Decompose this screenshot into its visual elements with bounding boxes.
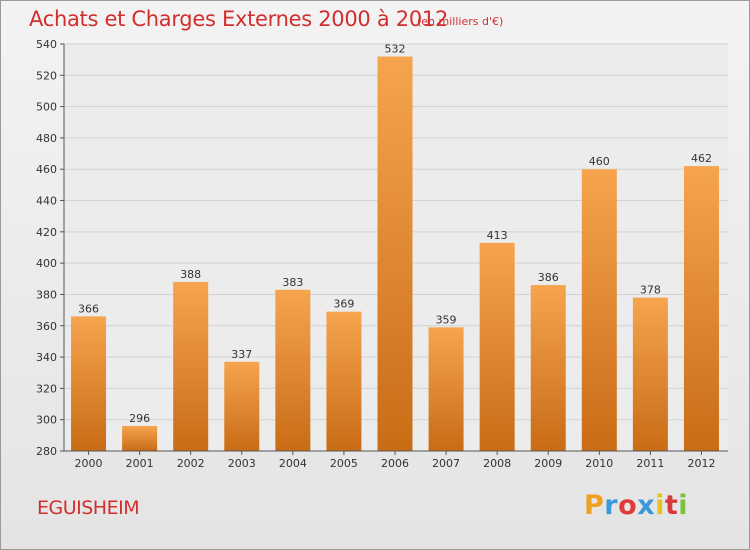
logo-letter: r [604, 490, 619, 521]
x-tick-label: 2000 [75, 457, 103, 470]
x-tick-label: 2007 [432, 457, 460, 470]
bar-value-label: 383 [282, 276, 303, 289]
x-tick-label: 2008 [483, 457, 511, 470]
bar-value-label: 462 [691, 152, 712, 165]
bar-2006 [377, 56, 413, 452]
bar-value-label: 532 [385, 43, 406, 56]
bar-value-label: 386 [538, 271, 559, 284]
y-tick-label: 400 [36, 257, 57, 270]
bar-value-label: 366 [78, 302, 99, 315]
bar-2003 [224, 361, 260, 451]
bar-value-label: 369 [333, 298, 354, 311]
logo-letter: t [664, 490, 679, 521]
x-tick-label: 2012 [687, 457, 715, 470]
bar-value-label: 413 [487, 229, 508, 242]
proxiti-logo: Proxiti [584, 490, 688, 521]
logo-letter: i [655, 490, 665, 521]
bar-value-label: 337 [231, 348, 252, 361]
x-tick-label: 2009 [534, 457, 562, 470]
bar-value-label: 296 [129, 412, 150, 425]
y-tick-label: 380 [36, 288, 57, 301]
bar-2005 [326, 311, 362, 451]
y-tick-label: 420 [36, 226, 57, 239]
logo-letter: o [618, 490, 638, 521]
chart-title: Achats et Charges Externes 2000 à 2012 [29, 7, 449, 31]
x-tick-label: 2002 [177, 457, 205, 470]
bar-2012 [683, 166, 719, 451]
bar-value-label: 378 [640, 284, 661, 297]
logo-letter: i [678, 490, 689, 521]
y-tick-label: 340 [36, 351, 57, 364]
x-tick-label: 2004 [279, 457, 307, 470]
bar-value-label: 460 [589, 155, 610, 168]
commune-name: EGUISHEIM [37, 497, 140, 519]
y-tick-label: 280 [36, 445, 57, 458]
bar-2001 [122, 425, 158, 451]
bar-2011 [632, 297, 668, 451]
chart-subtitle: (en milliers d'€) [417, 15, 504, 28]
bar-value-label: 359 [436, 313, 457, 326]
bar-2009 [530, 285, 566, 451]
x-tick-label: 2006 [381, 457, 409, 470]
bar-2007 [428, 327, 464, 451]
bar-2004 [275, 289, 311, 451]
bar-2000 [71, 316, 107, 451]
y-tick-label: 360 [36, 320, 57, 333]
bar-2010 [581, 169, 617, 451]
bar-2008 [479, 242, 515, 451]
y-tick-label: 480 [36, 132, 57, 145]
y-tick-label: 520 [36, 69, 57, 82]
x-tick-label: 2001 [126, 457, 154, 470]
x-tick-label: 2011 [636, 457, 664, 470]
y-tick-label: 300 [36, 414, 57, 427]
x-tick-label: 2010 [585, 457, 613, 470]
y-tick-label: 500 [36, 101, 57, 114]
y-tick-label: 460 [36, 163, 57, 176]
bar-2002 [173, 281, 209, 451]
logo-letter: x [637, 490, 656, 521]
bar-value-label: 388 [180, 268, 201, 281]
y-tick-label: 540 [36, 38, 57, 51]
logo-letter: P [584, 490, 605, 521]
y-tick-label: 320 [36, 382, 57, 395]
x-tick-label: 2003 [228, 457, 256, 470]
x-tick-label: 2005 [330, 457, 358, 470]
y-tick-label: 440 [36, 195, 57, 208]
